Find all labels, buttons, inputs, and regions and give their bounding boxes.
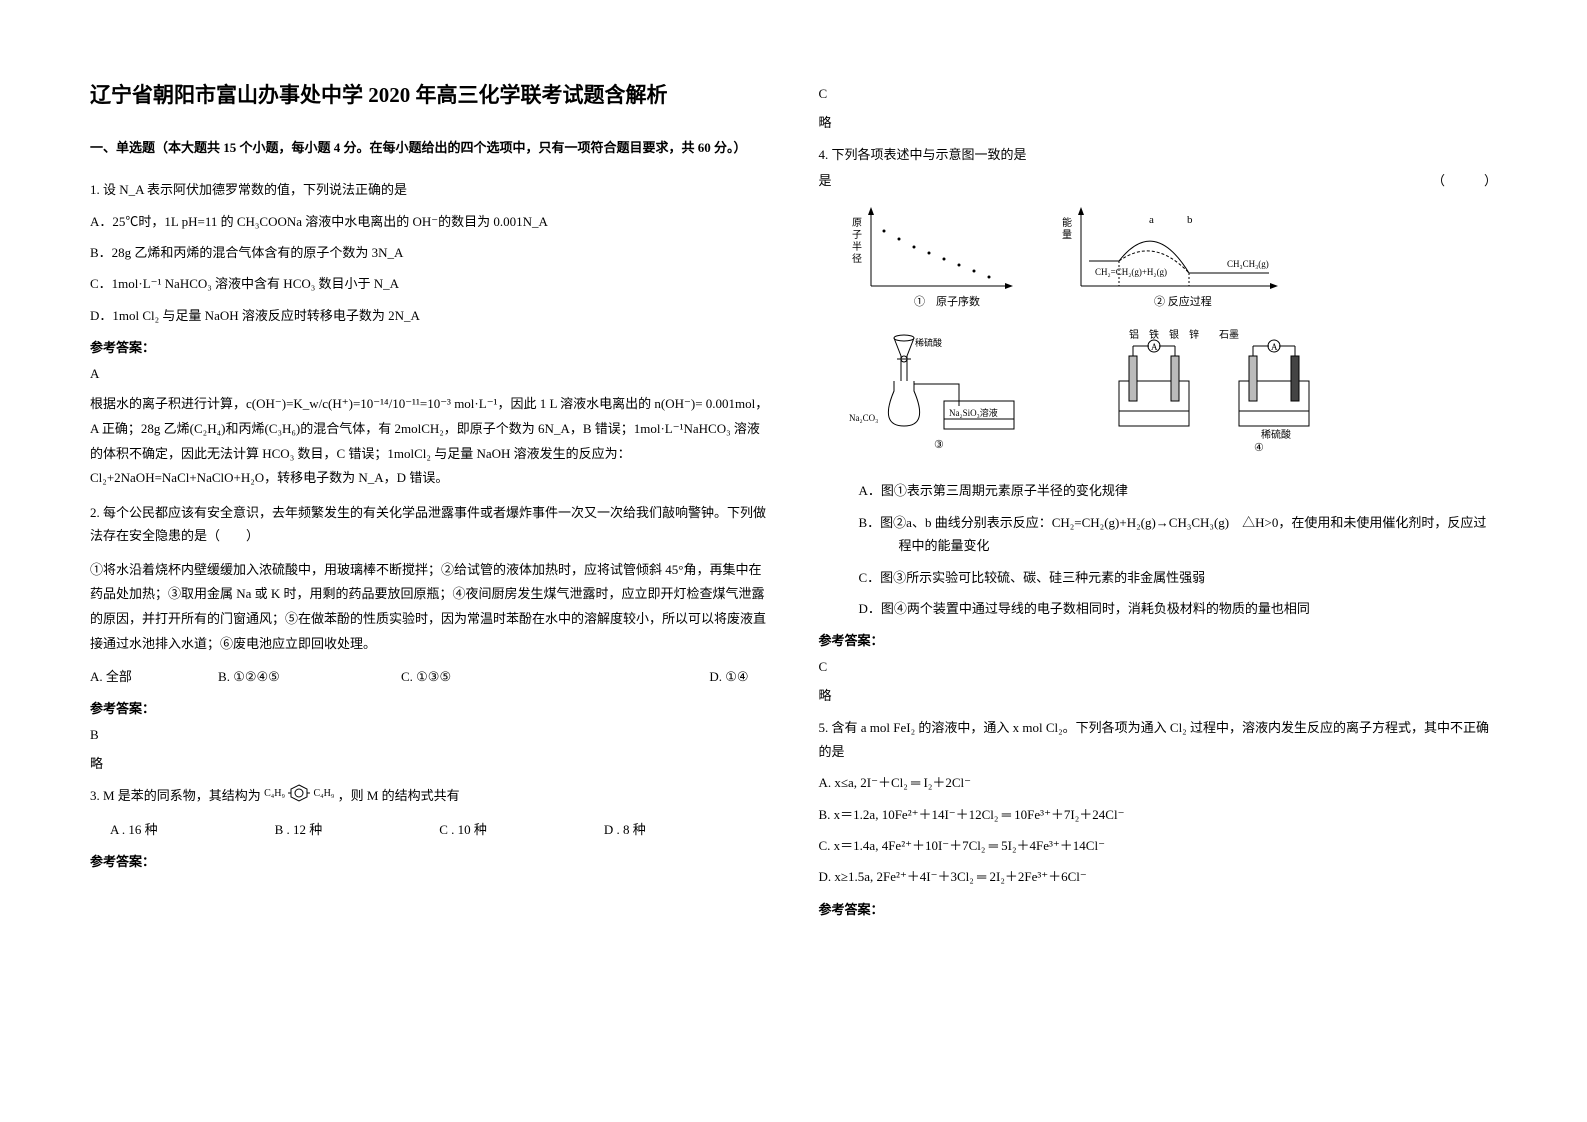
- q3-option-d: D . 8 种: [604, 818, 769, 841]
- q4-option-b: B．图②a、b 曲线分别表示反应：CH₂=CH₂(g)+H₂(g)→CH₃CH₃…: [859, 515, 1487, 553]
- q1-stem: 1. 设 N_A 表示阿伏加德罗常数的值，下列说法正确的是: [90, 178, 769, 201]
- svg-text:A: A: [1271, 342, 1278, 352]
- svg-text:④: ④: [1254, 442, 1264, 454]
- q4-option-d: D．图④两个装置中通过导线的电子数相同时，消耗负极材料的物质的量也相同: [819, 597, 1498, 620]
- q3-option-c: C . 10 种: [439, 818, 604, 841]
- svg-text:量: 量: [1062, 229, 1072, 241]
- q5-option-c: C. x＝1.4a, 4Fe²⁺＋10I⁻＋7Cl₂ ═ 5I₂＋4Fe³⁺＋1…: [819, 834, 1498, 857]
- q4-omit: 略: [819, 685, 1498, 704]
- q1-answer: A: [90, 366, 769, 382]
- svg-text:a: a: [1149, 214, 1154, 226]
- svg-text:CH₃CH₃(g): CH₃CH₃(g): [1227, 259, 1269, 269]
- q2-option-a: A. 全部: [90, 665, 218, 688]
- svg-text:① 原子序数: ① 原子序数: [914, 294, 980, 308]
- q4-figrow-1: 原 子 半 径 ① 原子序数: [849, 201, 1498, 314]
- svg-text:② 反应过程: ② 反应过程: [1154, 294, 1212, 308]
- q3-answer-label: 参考答案：: [90, 851, 769, 870]
- q1-answer-label: 参考答案：: [90, 337, 769, 356]
- q1-option-c: C．1mol·L⁻¹ NaHCO₃ 溶液中含有 HCO₃ 数目小于 N_A: [90, 272, 769, 295]
- q3-stem-post: ，则 M 的结构式共有: [338, 788, 460, 803]
- fig1-ylabel: 原: [852, 217, 862, 229]
- q5-option-a: A. x≤a, 2I⁻＋Cl₂ ═ I₂＋2Cl⁻: [819, 771, 1498, 794]
- q4-option-b-wrap: B．图②a、b 曲线分别表示反应：CH₂=CH₂(g)+H₂(g)→CH₃CH₃…: [859, 511, 1498, 558]
- q4-answer-label: 参考答案：: [819, 630, 1498, 649]
- q4-stem-cont: 是: [819, 170, 832, 189]
- q1-explanation: 根据水的离子积进行计算，c(OH⁻)=K_w/c(H⁺)=10⁻¹⁴/10⁻¹¹…: [90, 392, 769, 491]
- q4-fig2: a b CH₂=CH₂(g)+H₂(g) CH₃CH₃(g) 能 量 ② 反应过…: [1059, 201, 1289, 314]
- section-1-heading: 一、单选题（本大题共 15 个小题，每小题 4 分。在每小题给出的四个选项中，只…: [90, 138, 769, 159]
- q2-omit: 略: [90, 753, 769, 772]
- q4-figrow-2: 稀硫酸 Na₂CO₃ Na₂SiO₃溶液 ③ 铝 铁 银 锌 石墨: [849, 326, 1498, 459]
- q2-option-c: C. ①③⑤: [401, 665, 584, 688]
- q2-option-d: D. ①④: [584, 665, 769, 688]
- q5-stem: 5. 含有 a mol FeI₂ 的溶液中，通入 x mol Cl₂。下列各项为…: [819, 716, 1498, 763]
- left-column: 辽宁省朝阳市富山办事处中学 2020 年高三化学联考试题含解析 一、单选题（本大…: [90, 80, 769, 1082]
- q4-answer: C: [819, 659, 1498, 675]
- q3-formula-right: C₄H₉: [313, 788, 334, 799]
- q5-answer-label: 参考答案：: [819, 899, 1498, 918]
- q3-omit: 略: [819, 112, 1498, 131]
- q4-fig1: 原 子 半 径 ① 原子序数: [849, 201, 1019, 314]
- q4-fig3: 稀硫酸 Na₂CO₃ Na₂SiO₃溶液 ③: [849, 326, 1049, 459]
- q2-answer: B: [90, 727, 769, 743]
- q3-stem-pre: 3. M 是苯的同系物，其结构为: [90, 788, 261, 803]
- q3-answer: C: [819, 86, 1498, 102]
- q5-option-b: B. x＝1.2a, 10Fe²⁺＋14I⁻＋12Cl₂ ═ 10Fe³⁺＋7I…: [819, 803, 1498, 826]
- svg-text:Na₂SiO₃溶液: Na₂SiO₃溶液: [949, 407, 998, 418]
- svg-text:径: 径: [852, 252, 862, 265]
- q3-formula-left: C₄H₉: [264, 788, 285, 799]
- benzene-ring-icon: [288, 784, 310, 809]
- q4-option-a: A．图①表示第三周期元素原子半径的变化规律: [819, 479, 1498, 502]
- document-title: 辽宁省朝阳市富山办事处中学 2020 年高三化学联考试题含解析: [90, 80, 769, 112]
- svg-text:稀硫酸: 稀硫酸: [1261, 428, 1291, 441]
- q4-fig4: 铝 铁 银 锌 石墨 A: [1089, 326, 1349, 459]
- svg-text:b: b: [1187, 214, 1193, 226]
- q4-option-c: C．图③所示实验可比较硫、碳、硅三种元素的非金属性强弱: [819, 566, 1498, 589]
- q3-options-row: A . 16 种 B . 12 种 C . 10 种 D . 8 种: [90, 818, 769, 841]
- svg-text:A: A: [1151, 342, 1158, 352]
- q2-stem: 2. 每个公民都应该有安全意识，去年频繁发生的有关化学品泄露事件或者爆炸事件一次…: [90, 501, 769, 548]
- q2-options-row: A. 全部 B. ①②④⑤ C. ①③⑤ D. ①④: [90, 665, 769, 688]
- svg-text:子: 子: [852, 229, 862, 241]
- q2-body: ①将水沿着烧杯内壁缓缓加入浓硫酸中，用玻璃棒不断搅拌；②给试管的液体加热时，应将…: [90, 558, 769, 657]
- q4-paren: （ ）: [1432, 170, 1497, 189]
- q3-stem: 3. M 是苯的同系物，其结构为 C₄H₉ C₄H₉ ，则 M 的结构式共有: [90, 784, 769, 810]
- q4-stem-row: 4. 下列各项表述中与示意图一致的是: [819, 137, 1498, 170]
- q1-option-d: D．1mol Cl₂ 与足量 NaOH 溶液反应时转移电子数为 2N_A: [90, 304, 769, 327]
- svg-text:铝 铁 银 锌 石墨: 铝 铁 银 锌 石墨: [1129, 328, 1239, 341]
- svg-text:Na₂CO₃: Na₂CO₃: [849, 413, 878, 423]
- q2-option-b: B. ①②④⑤: [218, 665, 401, 688]
- q2-answer-label: 参考答案：: [90, 698, 769, 717]
- q5-option-d: D. x≥1.5a, 2Fe²⁺＋4I⁻＋3Cl₂ ═ 2I₂＋2Fe³⁺＋6C…: [819, 865, 1498, 888]
- svg-text:半: 半: [852, 240, 862, 253]
- svg-text:能: 能: [1062, 216, 1072, 229]
- q4-stem: 4. 下列各项表述中与示意图一致的是: [819, 143, 1027, 166]
- page: 辽宁省朝阳市富山办事处中学 2020 年高三化学联考试题含解析 一、单选题（本大…: [0, 0, 1587, 1122]
- q3-option-a: A . 16 种: [90, 818, 275, 841]
- svg-text:③: ③: [934, 439, 944, 451]
- svg-text:稀硫酸: 稀硫酸: [915, 337, 942, 348]
- right-column: C 略 4. 下列各项表述中与示意图一致的是 是 （ ）: [819, 80, 1498, 1082]
- q3-option-b: B . 12 种: [275, 818, 440, 841]
- q1-option-b: B．28g 乙烯和丙烯的混合气体含有的原子个数为 3N_A: [90, 241, 769, 264]
- q4-paren-row: 是 （ ）: [819, 170, 1498, 189]
- svg-text:CH₂=CH₂(g)+H₂(g): CH₂=CH₂(g)+H₂(g): [1095, 267, 1167, 277]
- q4-figures: 原 子 半 径 ① 原子序数: [819, 197, 1498, 467]
- q1-option-a: A．25℃时，1L pH=11 的 CH₃COONa 溶液中水电离出的 OH⁻的…: [90, 210, 769, 233]
